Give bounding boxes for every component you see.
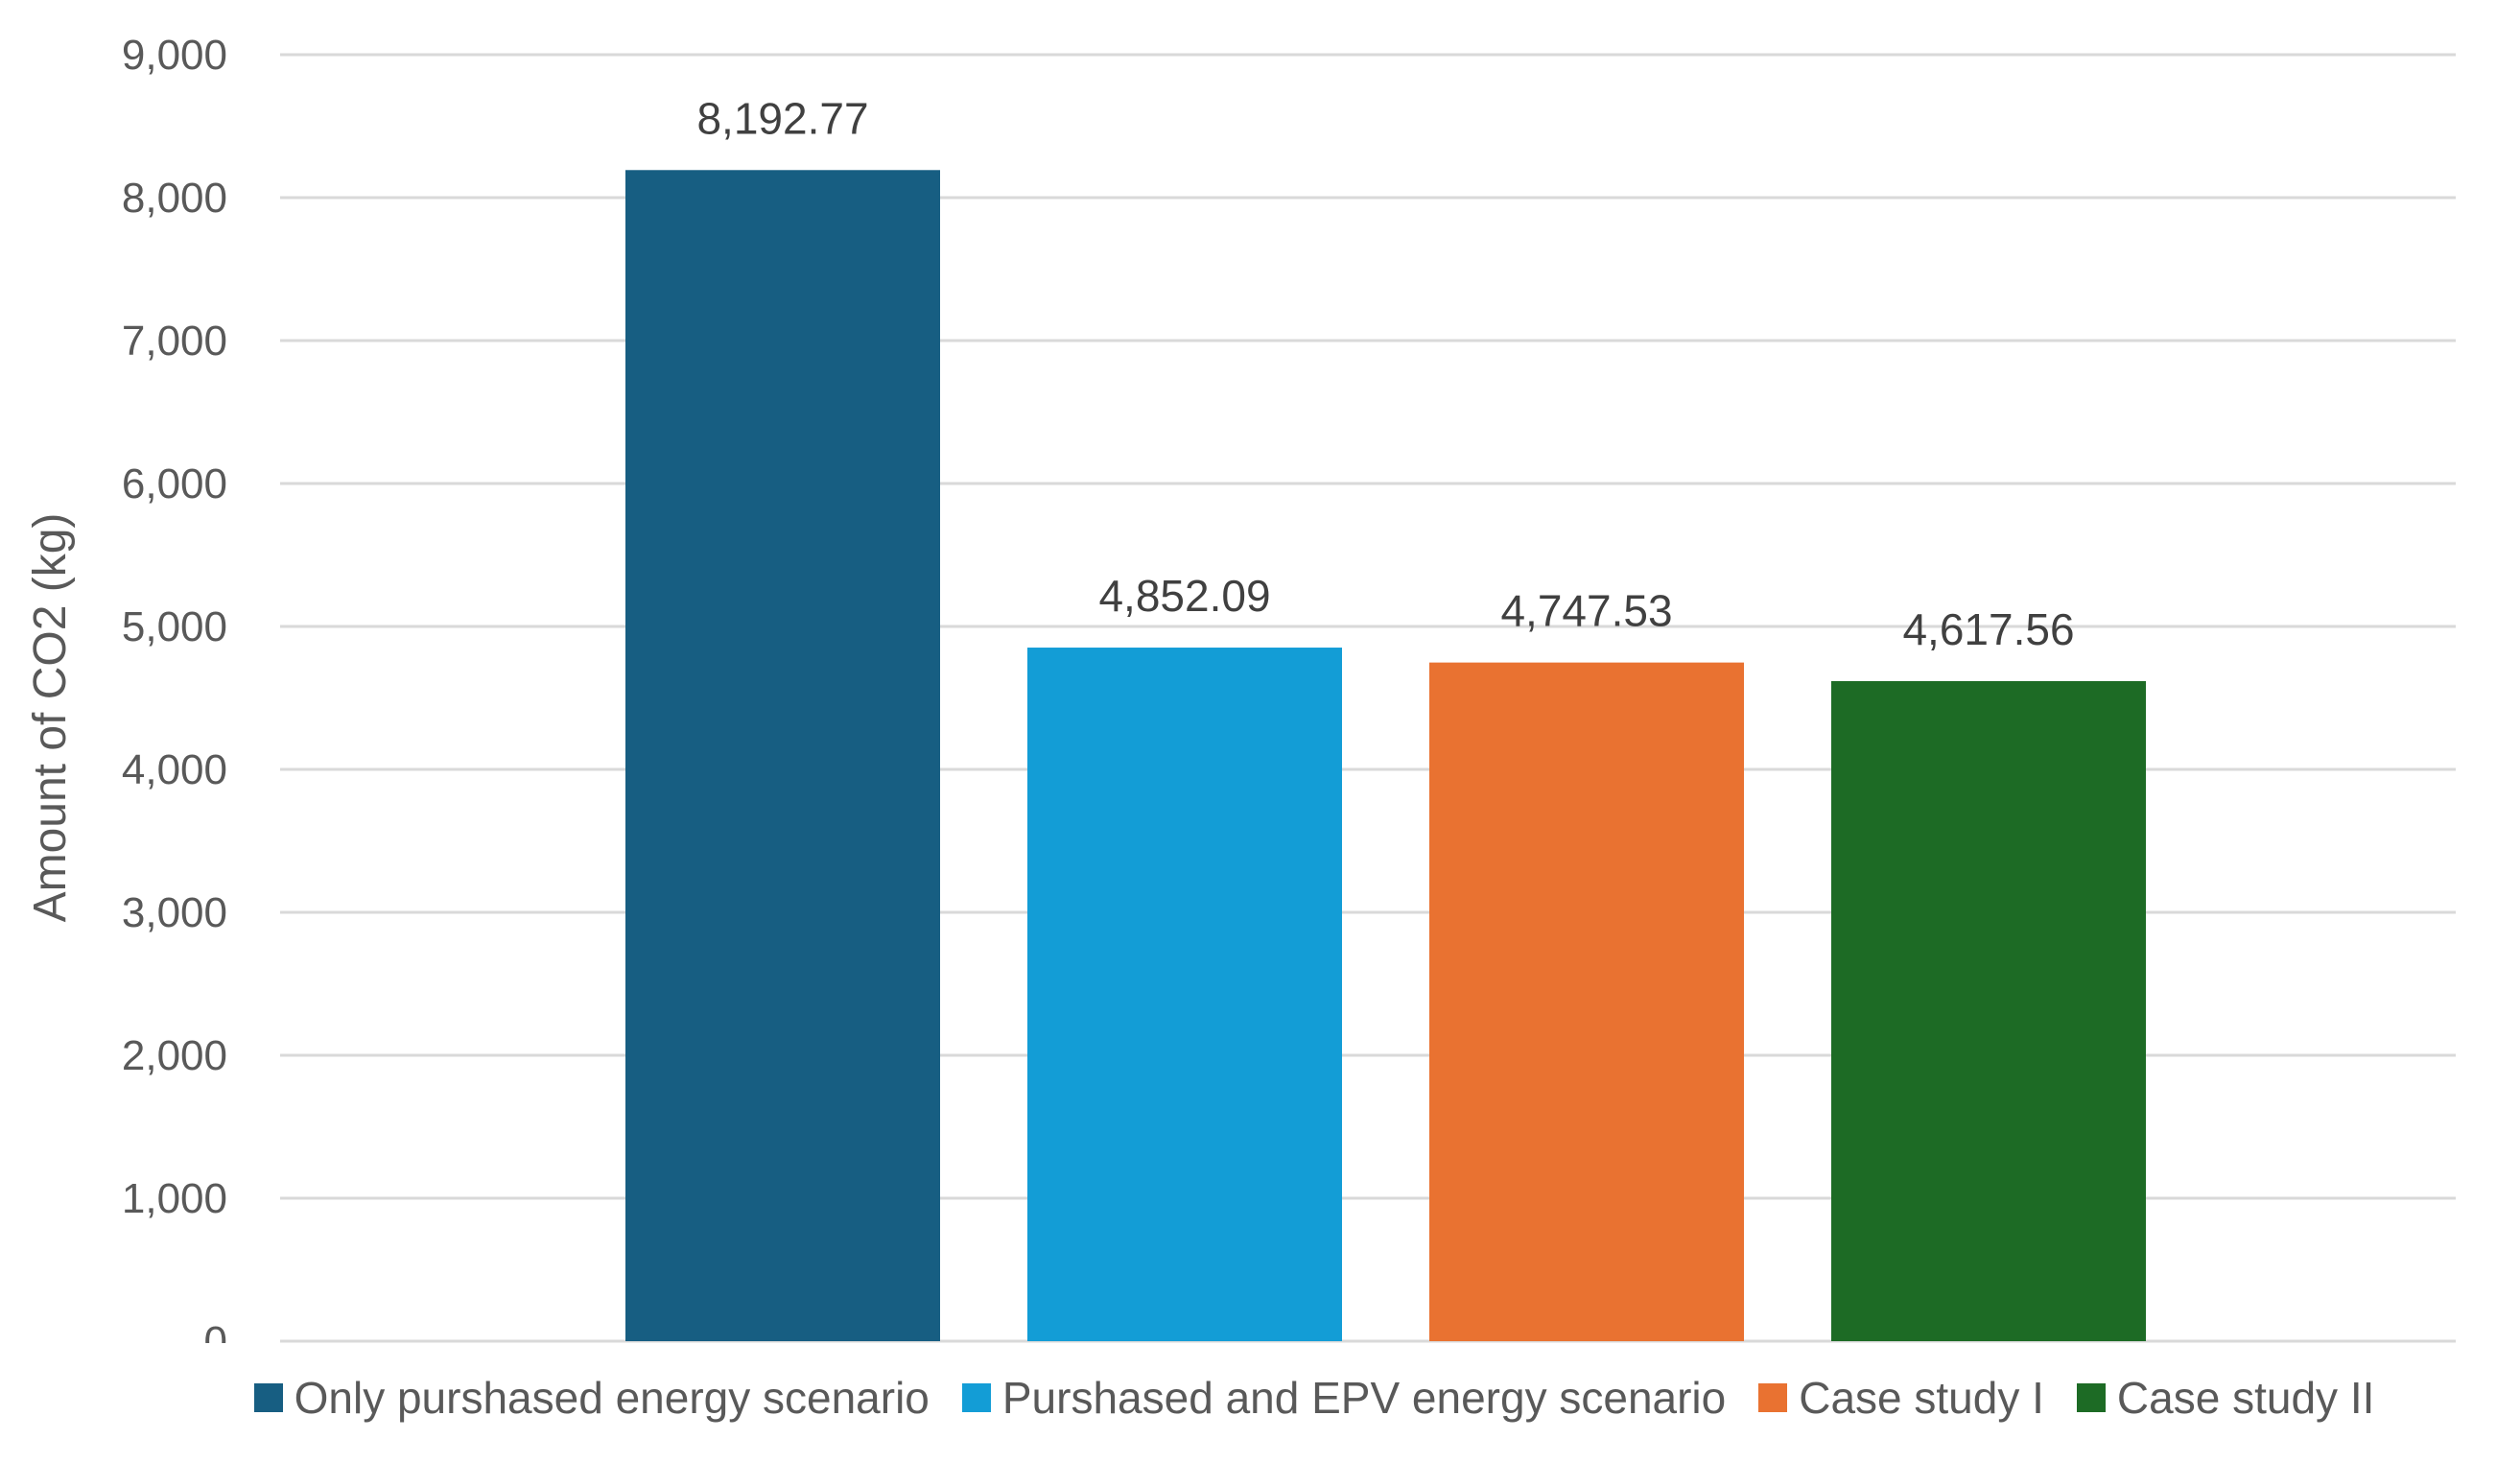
y-tick-label: 7,000 xyxy=(122,318,227,365)
legend-label: Only purshased energy scenario xyxy=(294,1373,930,1423)
y-tick-label: 5,000 xyxy=(122,603,227,650)
y-tick-label: 4,000 xyxy=(122,746,227,793)
data-label: 8,192.77 xyxy=(696,93,868,143)
legend-item: Only purshased energy scenario xyxy=(253,1372,930,1424)
y-axis-title: Amount of CO2 (kg) xyxy=(25,513,76,923)
legend-item: Case study I xyxy=(1758,1372,2044,1424)
legend-label: Case study II xyxy=(2116,1373,2375,1423)
y-axis-ticks: 0 1,000 2,000 3,000 4,000 5,000 6,000 7,000 8,00… xyxy=(122,32,227,1343)
y-tick-label: 1,000 xyxy=(122,1175,227,1222)
data-labels: 8,192.77 4,852.09 4,747.53 4,617.56 xyxy=(696,93,2074,654)
bar xyxy=(1429,662,1744,1341)
bars xyxy=(625,170,2146,1342)
legend-swatch xyxy=(2076,1383,2106,1412)
bar xyxy=(625,170,940,1342)
legend-label: Purshased and EPV energy scenario xyxy=(1001,1373,1727,1423)
legend-swatch xyxy=(253,1383,283,1412)
legend-item: Case study II xyxy=(2076,1372,2375,1424)
legend-item: Purshased and EPV energy scenario xyxy=(961,1372,1727,1424)
data-label: 4,617.56 xyxy=(1902,604,2074,654)
y-tick-label: 8,000 xyxy=(122,175,227,222)
bar xyxy=(1831,680,2146,1341)
y-tick-label: 0 xyxy=(204,1318,227,1343)
y-tick-label: 9,000 xyxy=(122,32,227,79)
bar-chart: 0 1,000 2,000 3,000 4,000 5,000 6,000 7,000 8,00… xyxy=(25,32,2456,1343)
data-label: 4,747.53 xyxy=(1500,586,1672,636)
legend-swatch xyxy=(961,1383,991,1412)
y-tick-label: 3,000 xyxy=(122,889,227,936)
bar xyxy=(1027,648,1342,1341)
legend-swatch xyxy=(1758,1383,1788,1412)
data-label: 4,852.09 xyxy=(1098,571,1270,621)
legend: Only purshased energy scenario Purshased … xyxy=(153,1372,2475,1424)
y-tick-label: 6,000 xyxy=(122,460,227,507)
legend-label: Case study I xyxy=(1799,1373,2044,1423)
y-tick-label: 2,000 xyxy=(122,1032,227,1079)
